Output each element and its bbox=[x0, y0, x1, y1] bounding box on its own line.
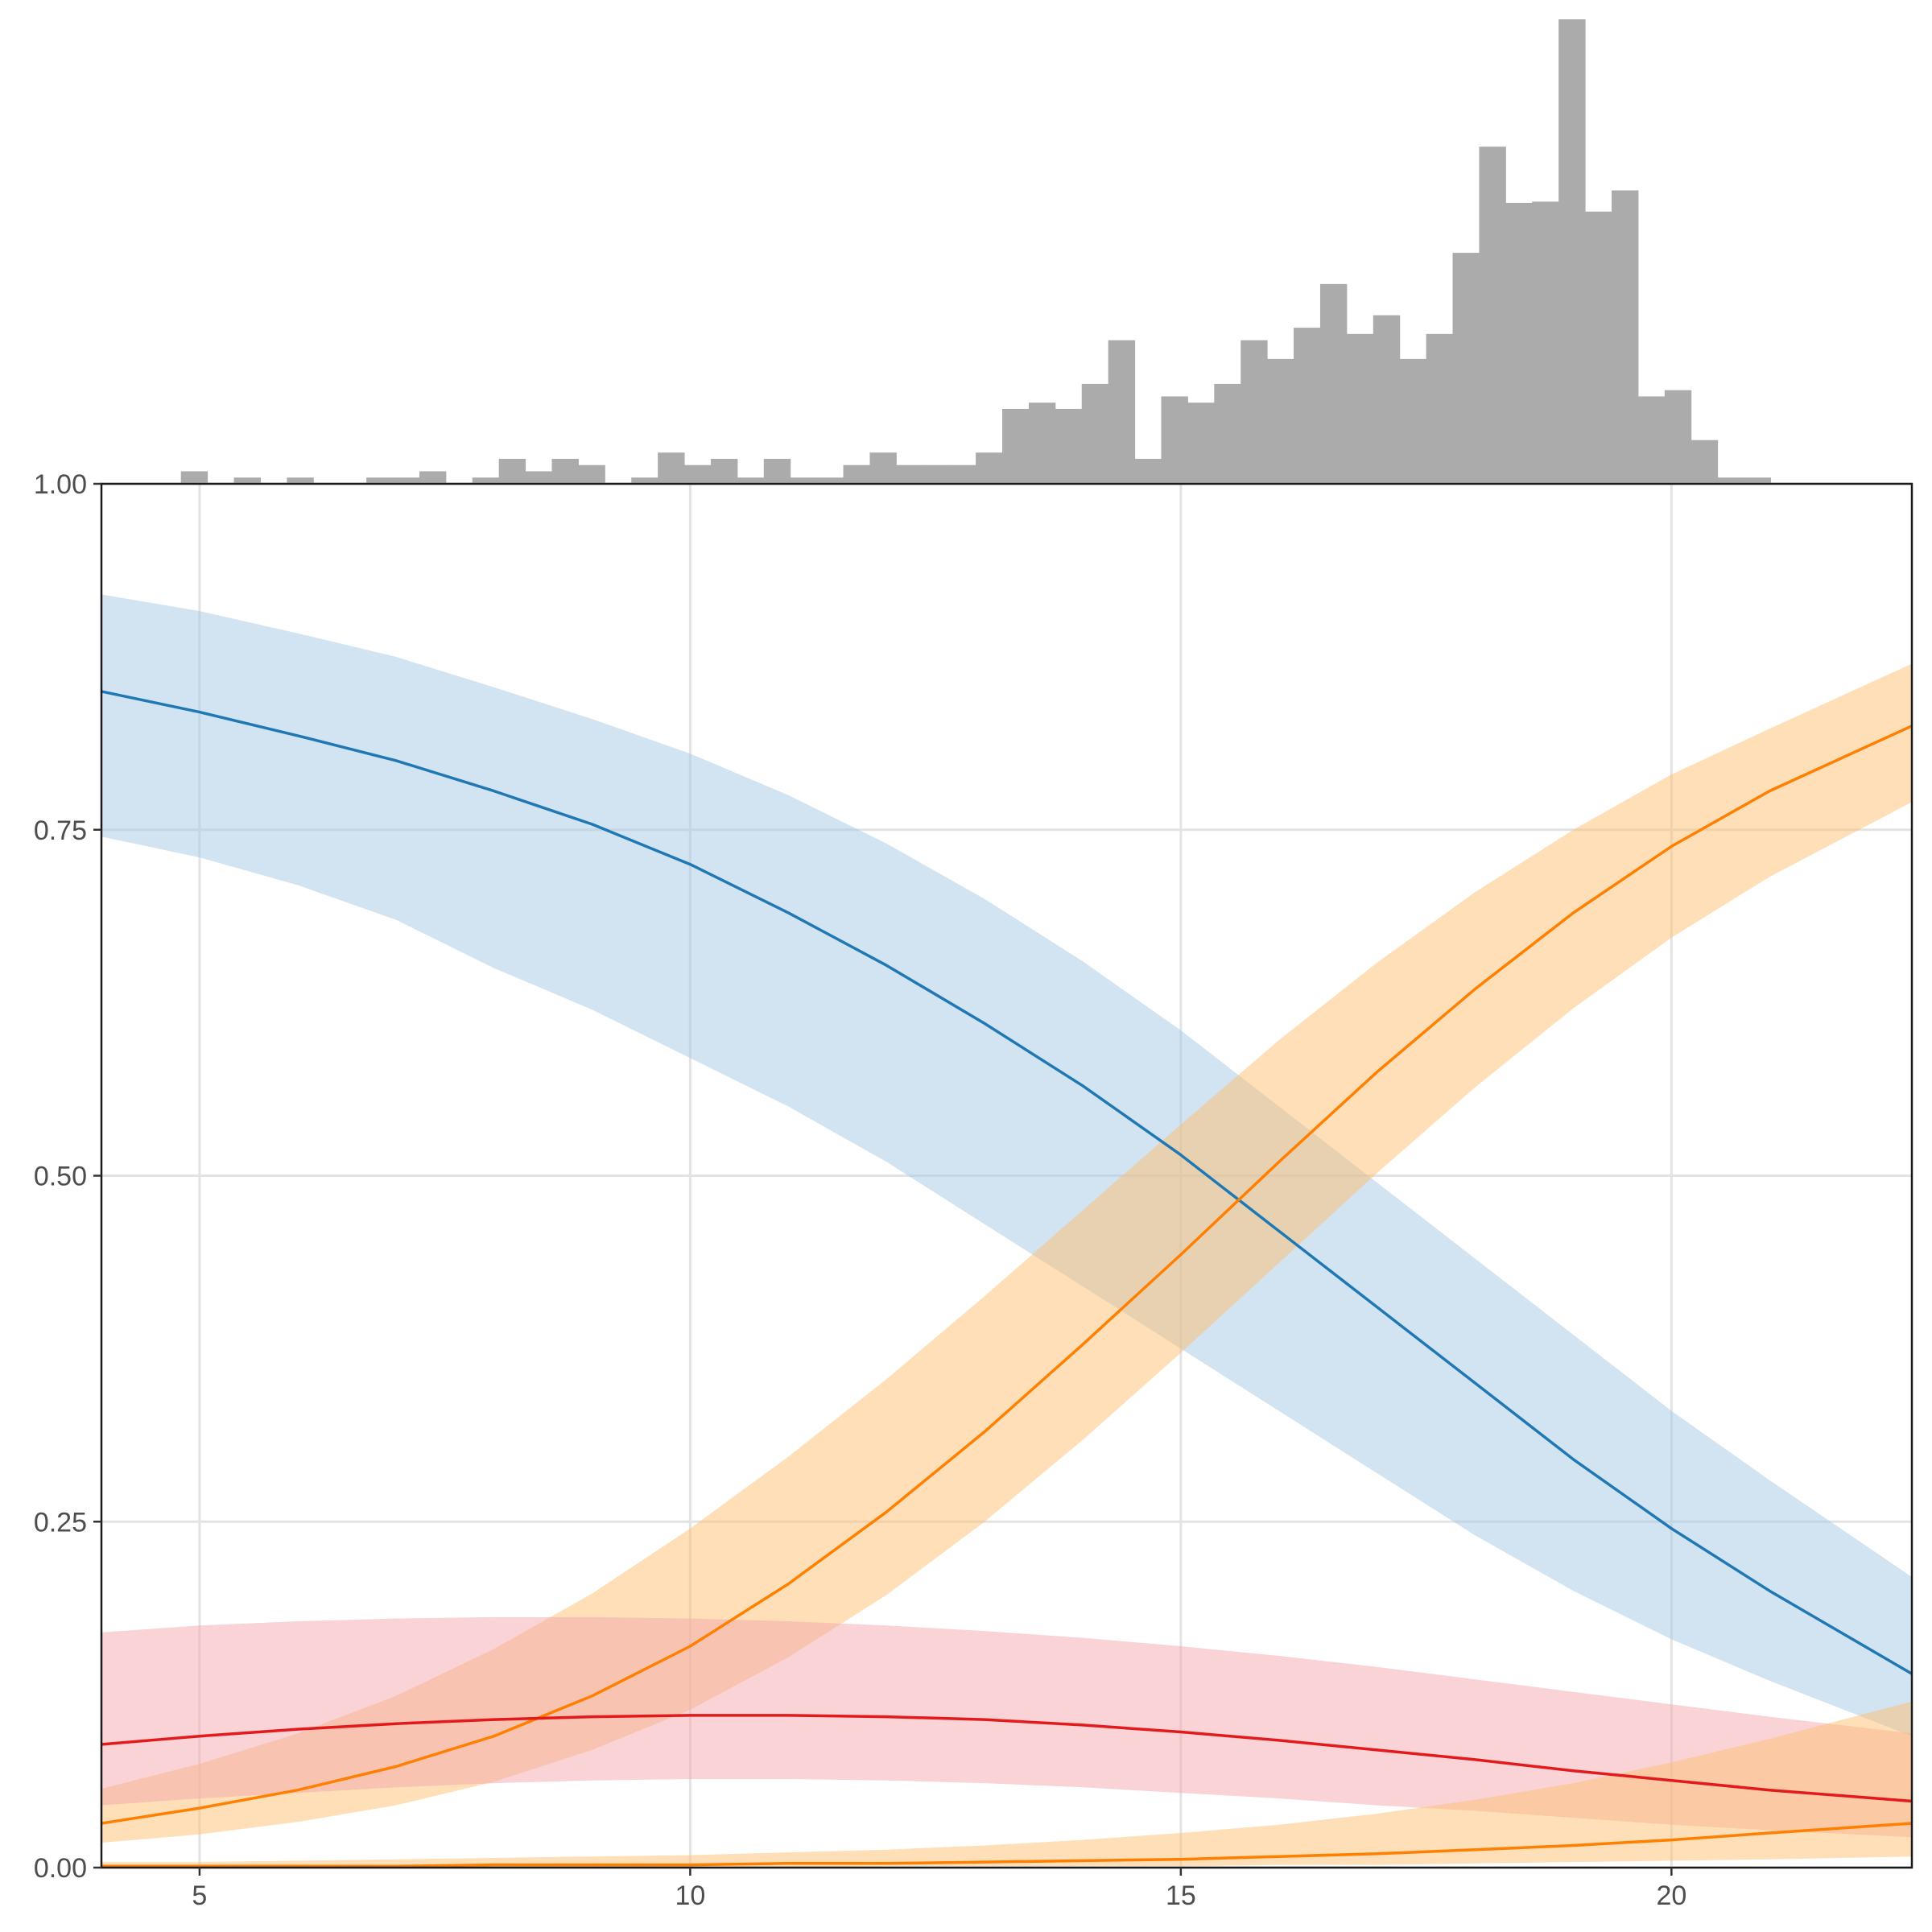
histogram-bar bbox=[1214, 383, 1241, 484]
histogram-bar bbox=[1134, 458, 1162, 484]
histogram-bar bbox=[1161, 396, 1188, 484]
histogram-bar bbox=[1479, 147, 1506, 485]
confidence-band-2 bbox=[101, 663, 1912, 1843]
confidence-band-4 bbox=[101, 1701, 1912, 1868]
histogram-bar bbox=[1532, 201, 1559, 485]
x-tick-label: 5 bbox=[192, 1880, 207, 1911]
x-tick-label: 15 bbox=[1166, 1880, 1196, 1911]
histogram-bar bbox=[1664, 390, 1692, 484]
histogram-bar bbox=[1373, 315, 1401, 484]
histogram-bar bbox=[1744, 477, 1771, 484]
histogram-bar bbox=[1399, 358, 1427, 484]
histogram-bar bbox=[949, 464, 976, 484]
histogram-bar bbox=[816, 477, 844, 484]
histogram-bar bbox=[366, 477, 394, 484]
y-tick-label: 0.25 bbox=[34, 1507, 87, 1538]
histogram-bar bbox=[180, 471, 208, 484]
x-tick-label: 10 bbox=[675, 1880, 705, 1911]
histogram-bar bbox=[658, 452, 685, 484]
histogram-bar bbox=[1294, 328, 1321, 484]
histogram-bar bbox=[843, 464, 870, 484]
histogram-bar bbox=[1002, 408, 1030, 484]
confidence-bands bbox=[101, 594, 1912, 1868]
histogram-bar bbox=[472, 477, 500, 484]
series-lines bbox=[101, 690, 1913, 1868]
histogram-bar bbox=[578, 464, 605, 484]
y-tick-label: 0.50 bbox=[34, 1162, 87, 1192]
histogram-bar bbox=[1452, 253, 1480, 484]
axes: 5 10 15 20 0.00 0.25 0.50 0.75 1.00 bbox=[34, 469, 1686, 1911]
histogram-bar bbox=[525, 471, 553, 484]
histogram-bar bbox=[923, 464, 950, 484]
histogram-bar bbox=[1108, 340, 1136, 484]
histogram-bar bbox=[1267, 358, 1294, 484]
series-line-1 bbox=[101, 690, 1913, 1675]
histogram-bar bbox=[393, 477, 420, 484]
histogram-bar bbox=[1717, 477, 1745, 484]
histogram-bar bbox=[631, 477, 658, 484]
histogram-bar bbox=[763, 458, 791, 484]
histogram-bar bbox=[1426, 333, 1454, 484]
y-tick-label: 0.75 bbox=[34, 815, 87, 846]
histogram-bar bbox=[1505, 203, 1533, 485]
histogram-bar bbox=[1637, 396, 1666, 484]
histogram-bar bbox=[1055, 408, 1083, 484]
histogram-bar bbox=[287, 477, 314, 484]
histogram-bar bbox=[233, 477, 261, 484]
histogram-bar bbox=[1319, 283, 1348, 484]
histogram-bar bbox=[710, 458, 738, 484]
x-tick-label: 20 bbox=[1656, 1880, 1686, 1911]
series-line-4 bbox=[101, 1822, 1913, 1868]
histogram-bar bbox=[896, 464, 923, 484]
histogram-bar bbox=[684, 464, 712, 484]
histogram-bar bbox=[1690, 440, 1719, 484]
histogram-bar bbox=[790, 477, 818, 484]
histogram-bar bbox=[1028, 402, 1056, 484]
histogram-bar bbox=[1611, 190, 1639, 484]
histogram-bar bbox=[551, 458, 579, 484]
histogram-bar bbox=[737, 477, 765, 484]
y-tick-label: 1.00 bbox=[34, 469, 87, 500]
histogram-bar bbox=[1187, 402, 1215, 484]
histogram-bar bbox=[1558, 19, 1586, 484]
histogram-bar bbox=[976, 452, 1003, 484]
series-line-2 bbox=[101, 724, 1913, 1825]
confidence-band-1 bbox=[101, 594, 1912, 1736]
histogram-bar bbox=[1585, 211, 1612, 484]
histogram-bar bbox=[869, 452, 897, 484]
marginal-histogram bbox=[180, 19, 1771, 485]
series-line-3 bbox=[101, 1714, 1913, 1803]
histogram-bar bbox=[419, 471, 447, 484]
histogram-bar bbox=[1346, 333, 1374, 484]
histogram-bar bbox=[498, 458, 526, 484]
y-tick-label: 0.00 bbox=[34, 1853, 87, 1884]
confidence-band-3 bbox=[101, 1616, 1912, 1838]
histogram-bar bbox=[1081, 383, 1109, 484]
histogram-bar bbox=[1241, 340, 1268, 484]
